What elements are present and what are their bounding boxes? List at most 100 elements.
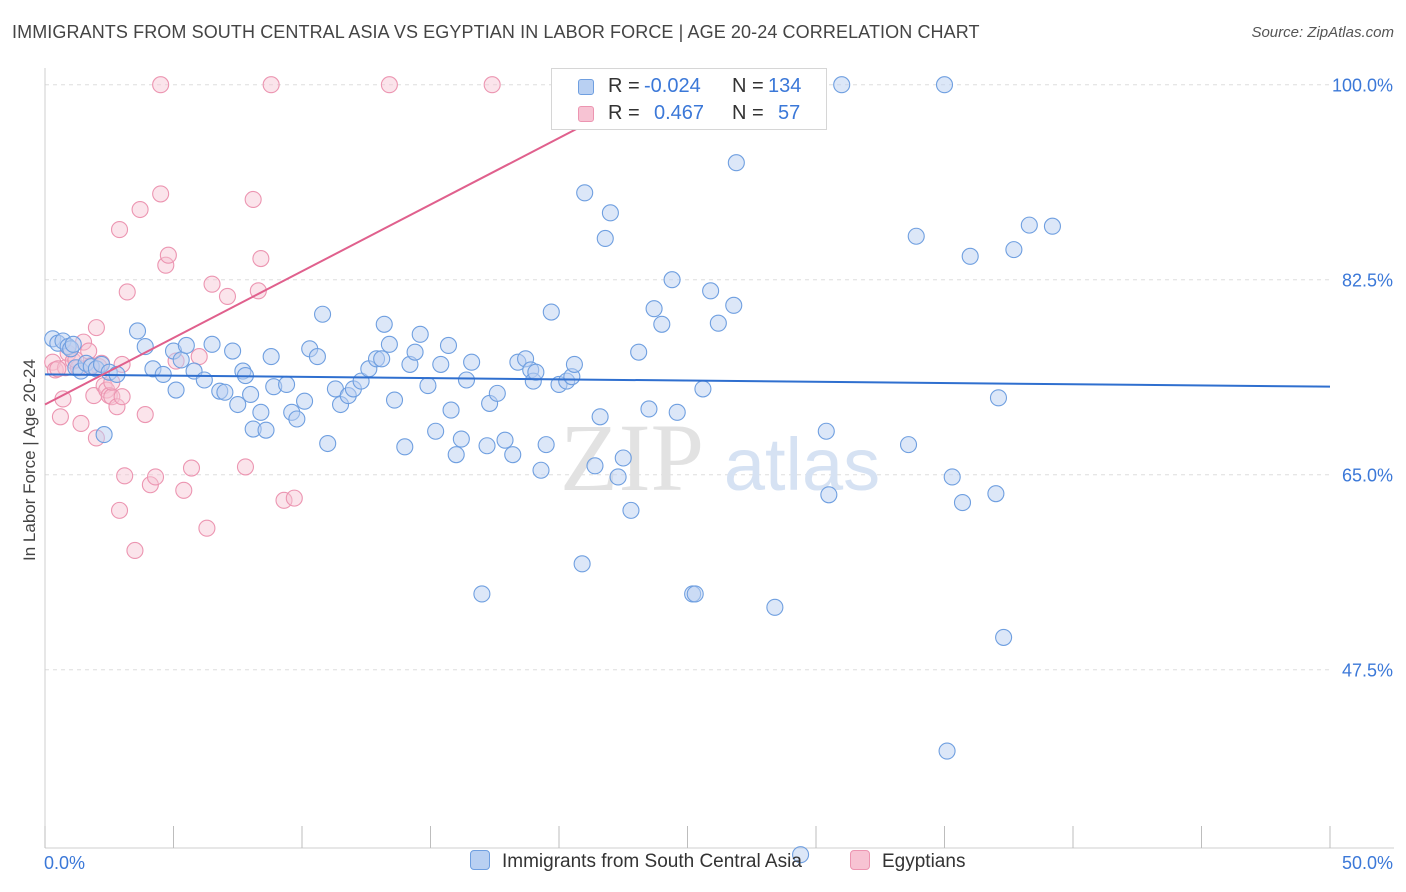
watermark-zip: ZIP [560,404,704,511]
egyptians-point [182,459,201,477]
trend-lines [44,83,1331,406]
south-central-asia-point [319,434,337,453]
south-central-asia-point [473,585,491,603]
egyptians-point [110,221,129,239]
south-central-asia-point [252,403,270,421]
south-central-asia-point [1005,241,1023,259]
legend-n-value: 57 [778,102,801,124]
south-central-asia-point [195,371,213,389]
legend-row-pink: R = 0.467 N = 57 [552,100,826,128]
south-central-asia-point [385,391,404,409]
egyptians-point [203,275,221,293]
source-label: Source: ZipAtlas.com [1251,24,1394,41]
egyptians-point [157,256,175,274]
south-central-asia-point [373,350,391,368]
egyptians-point [152,185,170,203]
legend-swatch-pink [578,106,594,122]
south-central-asia-point [296,392,314,410]
egyptians-point [85,387,103,405]
south-central-asia-point [709,314,727,332]
south-central-asia-point [527,363,545,381]
egyptians-point [175,481,193,499]
south-central-asia-point [640,400,658,418]
south-central-asia-point [686,585,704,603]
south-central-asia-point [766,598,784,616]
egyptians-point [275,491,293,509]
south-central-asia-point [694,380,712,398]
south-central-asia-point [167,381,185,399]
legend-item-egyptians: Egyptians [850,850,965,878]
south-central-asia-point [380,335,398,353]
south-central-asia-point [668,403,686,421]
south-central-asia-point [1043,217,1061,235]
south-central-asia-point [725,296,743,314]
south-central-asia-point [427,422,445,440]
south-central-asia-point [229,395,247,414]
south-central-asia-point [817,422,835,440]
legend-n-label: N = [732,75,764,97]
south-central-asia-point [396,438,414,456]
y-tick-label: 47.5% [1342,661,1393,681]
egyptians-point [126,541,144,560]
legend-n-label: N = [732,102,764,124]
south-central-asia-point [288,410,306,428]
south-central-asia-point [504,446,522,464]
egyptians-point [87,319,105,337]
egyptians-point [236,458,255,476]
south-central-asia-point [537,436,555,454]
south-central-asia-point [591,408,609,426]
south-central-asia-point [907,227,925,245]
south-central-asia-point [278,375,296,394]
egyptians-point [159,246,177,264]
legend-r-value: -0.024 [644,75,701,97]
south-central-asia-point [645,300,663,318]
south-central-asia-point [452,430,470,448]
south-central-asia-point [406,343,424,361]
south-central-asia-point [411,325,429,343]
x-tick-label: 50.0% [1342,853,1393,873]
legend-label: Egyptians [882,851,966,872]
south-central-asia-point [601,204,619,222]
legend-swatch-blue [578,79,594,95]
south-central-asia-point [727,154,745,172]
south-central-asia-point [128,322,147,340]
legend-r-label: R = [608,75,640,97]
south-central-asia-point [488,384,506,402]
south-central-asia-point [242,385,260,404]
legend-item-south-central-asia: Immigrants from South Central Asia [470,850,802,878]
series-south-central-asia-points [44,76,1061,864]
south-central-asia-point [995,628,1013,646]
south-central-asia-point [899,436,918,454]
egyptians-point [116,467,134,485]
egyptians-point [483,76,501,94]
y-axis-label: In Labor Force | Age 20-24 [20,359,39,561]
south-central-asia-point [938,742,956,760]
south-central-asia-point [953,494,972,512]
south-central-asia-point [177,336,195,355]
south-central-asia-point [630,343,648,361]
egyptians-point [152,76,170,94]
egyptians-point [146,468,165,486]
south-central-asia-trend-line [44,373,1331,388]
south-central-asia-point [224,342,242,360]
egyptians-point [198,519,216,537]
south-central-asia-point [308,348,326,366]
egyptians-point [218,287,237,305]
south-central-asia-point [419,377,437,395]
south-central-asia-point [542,303,560,321]
south-central-asia-point [792,846,810,864]
south-central-asia-point [987,485,1005,503]
legend-n-value: 134 [768,75,802,97]
y-tick-label: 100.0% [1332,76,1393,96]
legend-r-label: R = [608,102,640,124]
south-central-asia-point [203,335,221,353]
south-central-asia-point [64,335,82,353]
south-central-asia-point [989,389,1008,407]
egyptians-point [252,249,270,268]
south-central-asia-point [622,501,640,519]
legend-swatch-pink [850,850,870,870]
series-egyptians-points [44,76,501,560]
tick-labels: 47.5% 65.0% 82.5% 100.0% 0.0% 50.0% [44,76,1393,873]
south-central-asia-point [172,351,190,369]
